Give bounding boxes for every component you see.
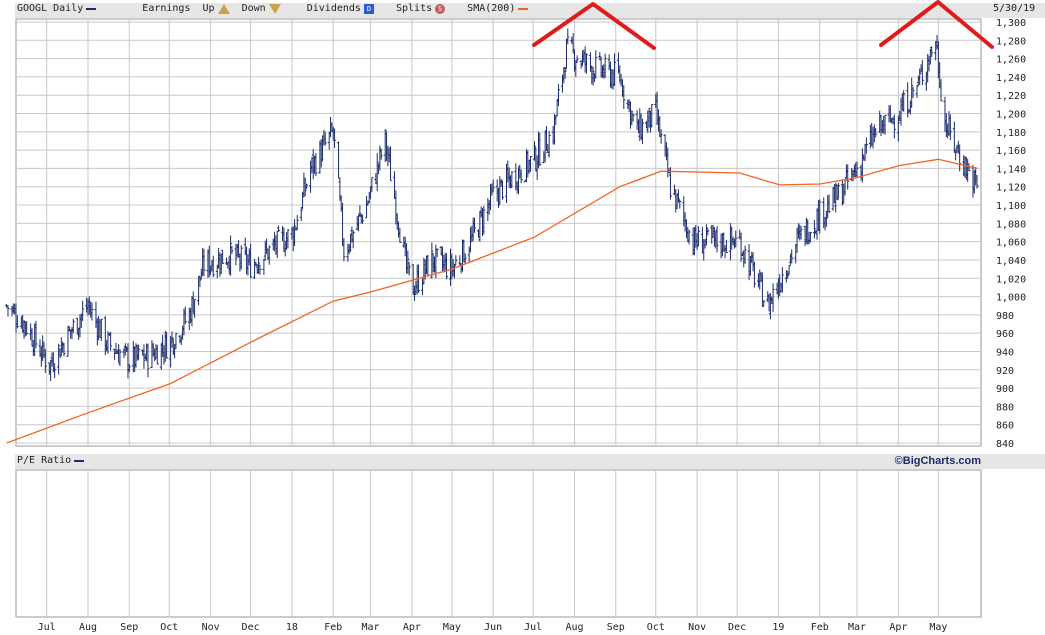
y-tick-label: 1,040 bbox=[996, 256, 1026, 267]
y-tick-label: 960 bbox=[996, 329, 1014, 340]
down-triangle-icon bbox=[268, 3, 281, 14]
x-tick-label: Oct bbox=[160, 622, 178, 633]
y-tick-label: 980 bbox=[996, 311, 1014, 322]
y-tick-label: 860 bbox=[996, 421, 1014, 432]
y-tick-label: 1,180 bbox=[996, 128, 1026, 139]
y-tick-label: 1,240 bbox=[996, 73, 1026, 84]
y-tick-label: 1,280 bbox=[996, 36, 1026, 47]
x-tick-label: May bbox=[443, 622, 461, 633]
x-tick-label: Apr bbox=[889, 622, 907, 633]
chart-grid bbox=[15, 18, 982, 447]
pe-panel-legend: P/E Ratio bbox=[17, 455, 85, 467]
x-tick-label: Aug bbox=[79, 622, 97, 633]
y-tick-label: 1,080 bbox=[996, 219, 1026, 230]
splits-label: Splits bbox=[395, 3, 433, 14]
y-tick-label: 1,120 bbox=[996, 183, 1026, 194]
up-label: Up bbox=[202, 3, 215, 14]
y-axis-labels: 840 860 880 900 920 940 960 980 1,000 1,020 1,040 1… bbox=[996, 18, 1026, 450]
y-tick-label: 1,200 bbox=[996, 110, 1026, 121]
y-tick-label: 920 bbox=[996, 366, 1014, 377]
y-tick-label: 1,100 bbox=[996, 201, 1026, 212]
x-tick-label: Jul bbox=[38, 622, 56, 633]
x-tick-label: Feb bbox=[324, 622, 342, 633]
y-tick-label: 840 bbox=[996, 439, 1014, 450]
sma-label: SMA(200) bbox=[467, 3, 516, 14]
y-tick-label: 1,160 bbox=[996, 146, 1026, 157]
y-tick-label: 1,300 bbox=[996, 18, 1026, 29]
x-tick-label: 19 bbox=[772, 622, 784, 633]
x-tick-label: Apr bbox=[403, 622, 421, 633]
price-plot-frame bbox=[15, 18, 982, 447]
peak-annotations bbox=[532, 0, 994, 50]
price-swatch-icon bbox=[86, 7, 97, 10]
up-triangle-icon bbox=[217, 3, 230, 14]
pe-panel-grid bbox=[15, 469, 982, 618]
bigcharts-credit: ©BigCharts.com bbox=[894, 455, 981, 467]
y-tick-label: 900 bbox=[996, 384, 1014, 395]
y-tick-label: 1,020 bbox=[996, 274, 1026, 285]
earnings-label: Earnings bbox=[142, 3, 191, 14]
x-axis-labels: Jul Aug Sep Oct Nov Dec 18 Feb Mar Apr May Jun Jul Au… bbox=[38, 622, 948, 633]
x-tick-label: Dec bbox=[728, 622, 746, 633]
x-tick-label: 18 bbox=[286, 622, 298, 633]
sma-swatch-icon bbox=[518, 7, 529, 10]
x-tick-label: Mar bbox=[848, 622, 866, 633]
y-tick-label: 1,000 bbox=[996, 293, 1026, 304]
x-tick-label: Dec bbox=[242, 622, 260, 633]
x-tick-label: Mar bbox=[362, 622, 380, 633]
price-chart-legend: GOOGL Daily Earnings Up Down Dividends D … bbox=[17, 3, 529, 15]
x-tick-label: Feb bbox=[811, 622, 829, 633]
x-tick-label: Oct bbox=[647, 622, 665, 633]
x-tick-label: Aug bbox=[565, 622, 583, 633]
x-tick-label: Nov bbox=[688, 622, 706, 633]
x-tick-label: May bbox=[929, 622, 947, 633]
y-tick-label: 1,140 bbox=[996, 164, 1026, 175]
x-tick-label: Sep bbox=[607, 622, 625, 633]
sma-200-line bbox=[6, 158, 978, 444]
x-tick-label: Jul bbox=[524, 622, 542, 633]
dividend-icon: D bbox=[363, 3, 374, 14]
x-tick-label: Jun bbox=[484, 622, 502, 633]
chart-date: 5/30/19 bbox=[993, 3, 1036, 14]
peak-marker-2018 bbox=[532, 2, 656, 50]
pe-swatch-icon bbox=[74, 459, 85, 462]
y-tick-label: 880 bbox=[996, 402, 1014, 413]
y-tick-label: 940 bbox=[996, 347, 1014, 358]
down-label: Down bbox=[241, 3, 266, 14]
pe-ratio-label: P/E Ratio bbox=[17, 455, 72, 466]
peak-marker-2019 bbox=[879, 0, 994, 49]
pe-panel-header bbox=[15, 454, 1045, 469]
y-tick-label: 1,260 bbox=[996, 55, 1026, 66]
pe-plot-frame bbox=[15, 469, 982, 618]
dividends-label: Dividends bbox=[306, 3, 361, 14]
price-ohlc-bars bbox=[5, 28, 979, 382]
x-tick-label: Nov bbox=[202, 622, 220, 633]
split-icon: S bbox=[435, 3, 446, 14]
y-tick-label: 1,060 bbox=[996, 238, 1026, 249]
x-tick-label: Sep bbox=[120, 622, 138, 633]
y-tick-label: 1,220 bbox=[996, 91, 1026, 102]
symbol-label: GOOGL Daily bbox=[17, 3, 84, 14]
